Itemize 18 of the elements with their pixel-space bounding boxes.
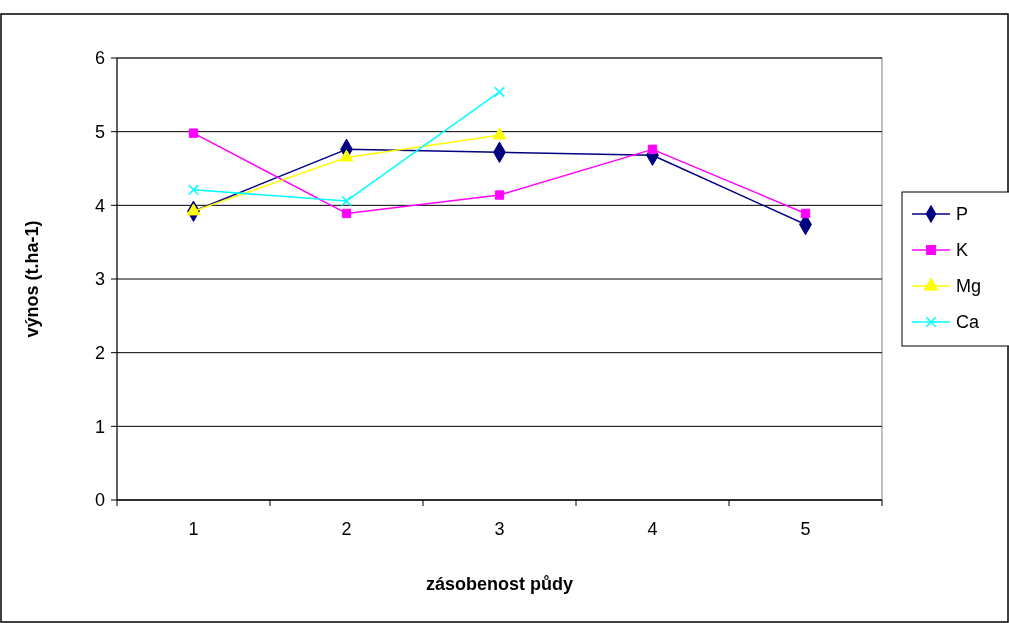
legend-label: Ca — [956, 312, 980, 333]
x-tick-label: 4 — [647, 519, 658, 539]
x-tick-label: 5 — [800, 519, 811, 539]
x-axis-title: zásobenost půdy — [425, 574, 574, 594]
legend-label: Mg — [956, 276, 982, 297]
y-axis-title: výnos (t.ha-1) — [22, 220, 42, 338]
y-tick-label: 3 — [94, 269, 105, 290]
legend-label: K — [956, 240, 969, 261]
y-tick-label: 5 — [94, 121, 105, 142]
y-tick-label: 4 — [94, 195, 105, 216]
y-tick-label: 0 — [94, 490, 105, 511]
y-tick-label: 6 — [94, 48, 105, 69]
y-tick-label: 2 — [94, 342, 105, 363]
x-tick-label: 1 — [188, 519, 199, 539]
legend-label: P — [956, 204, 969, 225]
x-tick-label: 2 — [341, 519, 352, 539]
y-tick-label: 1 — [94, 416, 105, 437]
x-tick-label: 3 — [494, 519, 505, 539]
